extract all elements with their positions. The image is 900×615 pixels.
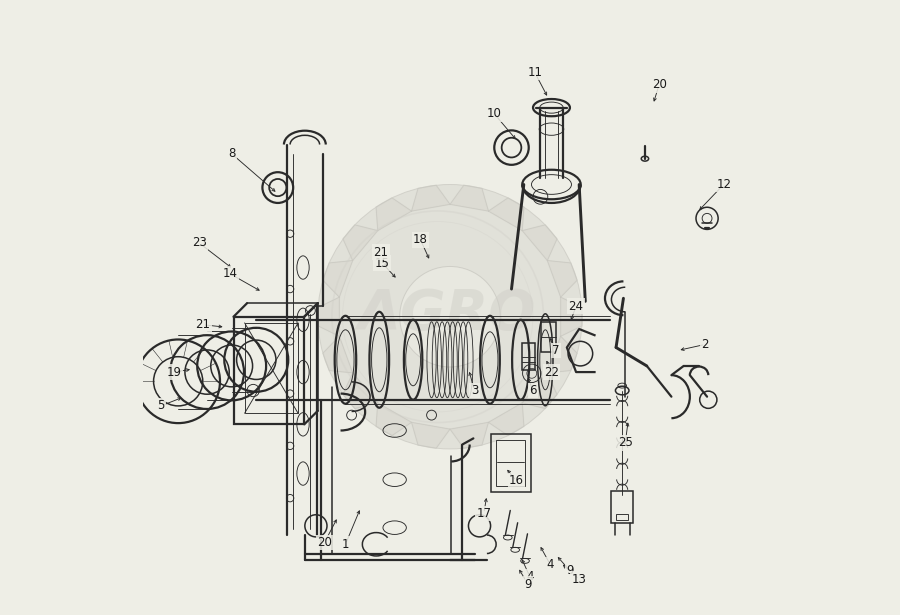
Bar (245, 323, 298, 413)
Polygon shape (522, 225, 557, 261)
Text: 9: 9 (566, 564, 573, 577)
Polygon shape (323, 336, 353, 373)
Text: 8: 8 (228, 147, 236, 161)
Text: 20: 20 (652, 78, 667, 92)
Text: 5: 5 (158, 399, 165, 413)
Bar (616, 514, 628, 520)
Polygon shape (547, 261, 577, 297)
Polygon shape (450, 185, 489, 211)
Text: 9: 9 (525, 577, 532, 591)
Polygon shape (489, 198, 524, 231)
Polygon shape (376, 198, 411, 231)
Text: 7: 7 (552, 344, 560, 357)
Bar (541, 322, 556, 352)
Polygon shape (323, 261, 353, 297)
Text: 10: 10 (487, 107, 501, 121)
Polygon shape (318, 297, 339, 336)
Text: 4: 4 (546, 558, 554, 571)
Text: 21: 21 (195, 318, 211, 331)
Bar (522, 343, 536, 370)
Text: 25: 25 (617, 436, 633, 450)
Polygon shape (489, 403, 524, 435)
Text: 1: 1 (342, 538, 349, 551)
Text: 16: 16 (508, 474, 524, 488)
Text: 17: 17 (476, 507, 491, 520)
Polygon shape (522, 373, 557, 408)
Text: 18: 18 (413, 233, 428, 247)
Polygon shape (343, 373, 378, 408)
Text: 6: 6 (529, 384, 536, 397)
Text: AGRO: AGRO (357, 287, 536, 341)
Text: 19: 19 (167, 365, 182, 379)
Polygon shape (411, 423, 450, 448)
Text: 12: 12 (716, 178, 731, 191)
Text: 22: 22 (544, 365, 559, 379)
Circle shape (400, 266, 500, 367)
Polygon shape (411, 185, 450, 211)
Text: 4: 4 (526, 570, 534, 584)
Text: 11: 11 (527, 66, 543, 79)
Polygon shape (343, 225, 378, 261)
Text: 21: 21 (374, 245, 389, 259)
Text: 2: 2 (701, 338, 709, 351)
Polygon shape (547, 336, 577, 373)
Bar (233, 317, 304, 424)
Bar (491, 434, 531, 492)
Bar (496, 440, 525, 486)
Bar (611, 491, 634, 523)
Text: 13: 13 (572, 573, 587, 586)
Text: 24: 24 (569, 300, 583, 313)
Polygon shape (450, 423, 489, 448)
Text: 3: 3 (471, 384, 478, 397)
Polygon shape (376, 403, 411, 435)
Text: 14: 14 (222, 267, 238, 280)
Polygon shape (561, 297, 582, 336)
Circle shape (318, 184, 582, 449)
Text: 20: 20 (317, 536, 332, 549)
Text: 15: 15 (375, 256, 390, 270)
Text: 23: 23 (192, 236, 206, 250)
